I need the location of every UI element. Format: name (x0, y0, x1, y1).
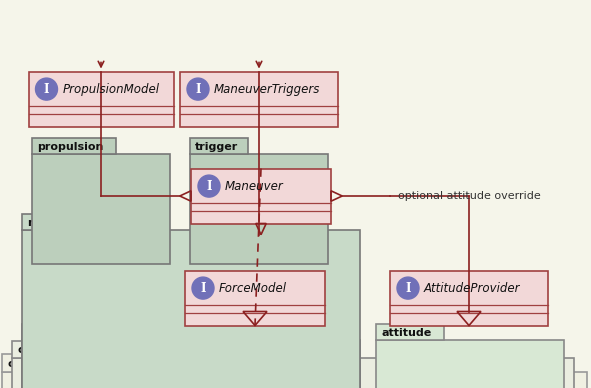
Text: PropulsionModel: PropulsionModel (63, 83, 160, 95)
Bar (190, 138, 248, 154)
Circle shape (35, 78, 57, 100)
Text: forces: forces (27, 328, 66, 338)
Bar (22, 214, 110, 230)
Text: trigger: trigger (195, 142, 238, 152)
Text: maneuvers: maneuvers (27, 218, 96, 228)
Bar (191, 168, 331, 223)
Text: I: I (405, 282, 411, 294)
Text: Maneuver: Maneuver (225, 180, 284, 192)
Text: ManeuverTriggers: ManeuverTriggers (214, 83, 320, 95)
Bar (185, 270, 325, 326)
Bar (22, 340, 360, 388)
Text: I: I (195, 83, 201, 95)
Circle shape (192, 277, 214, 299)
Bar (180, 71, 338, 126)
Circle shape (397, 277, 419, 299)
Bar (32, 154, 170, 264)
Text: AttitudeProvider: AttitudeProvider (424, 282, 521, 294)
Text: I: I (200, 282, 206, 294)
Bar (12, 341, 65, 358)
Text: I: I (44, 83, 49, 95)
Circle shape (198, 175, 220, 197)
Bar (376, 324, 444, 340)
Text: I: I (206, 180, 212, 192)
Bar (376, 340, 564, 388)
Text: propulsion: propulsion (37, 142, 103, 152)
Text: attitude: attitude (381, 328, 431, 338)
Bar (28, 71, 174, 126)
Text: ForceModel: ForceModel (219, 282, 287, 294)
Bar (32, 138, 116, 154)
Bar (190, 154, 328, 264)
Bar (22, 230, 360, 388)
Circle shape (187, 78, 209, 100)
Bar (2, 354, 40, 372)
Bar (22, 324, 74, 340)
Bar (390, 270, 548, 326)
Text: optional attitude override: optional attitude override (398, 191, 541, 201)
Text: org: org (7, 359, 28, 369)
Text: orekit: orekit (17, 345, 54, 355)
